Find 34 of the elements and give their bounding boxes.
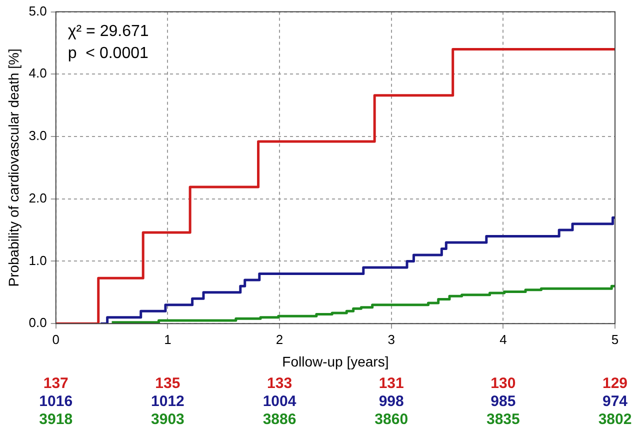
text: 985 (490, 393, 516, 410)
text: 998 (378, 393, 404, 410)
text: 131 (378, 375, 404, 392)
x-tick-label: 4 (500, 332, 507, 347)
y-tick-label: 1.0 (28, 252, 47, 268)
text: 1016 (39, 393, 73, 410)
text: 1004 (262, 393, 297, 410)
x-tick-label: 3 (388, 332, 395, 347)
text: 137 (43, 375, 68, 392)
x-axis-title: Follow-up [years] (282, 353, 389, 370)
y-tick-label: 0.0 (28, 315, 47, 330)
annotation: p < 0.0001 (68, 45, 148, 62)
x-tick-label: 5 (611, 332, 619, 347)
text: 3918 (39, 411, 73, 428)
text: 130 (490, 375, 516, 392)
text: 974 (602, 393, 628, 410)
text: 129 (602, 375, 628, 392)
text: 3835 (486, 411, 520, 428)
text: 1012 (151, 393, 184, 410)
y-tick-label: 5.0 (28, 3, 47, 18)
y-tick-label: 4.0 (28, 66, 47, 81)
x-tick-label: 0 (52, 332, 60, 347)
text: 135 (155, 375, 180, 392)
text: 3886 (262, 411, 296, 428)
text: 133 (267, 375, 292, 392)
text: 3802 (598, 411, 632, 428)
text: 3903 (151, 411, 184, 428)
y-axis-title: Probability of cardiovascular death [%] (5, 48, 22, 287)
y-tick-label: 2.0 (28, 190, 47, 206)
y-tick-label: 3.0 (28, 128, 47, 144)
annotation: χ² = 29.671 (68, 23, 149, 40)
x-tick-label: 1 (164, 332, 172, 347)
text: 3860 (374, 411, 408, 428)
x-tick-label: 2 (276, 332, 284, 347)
